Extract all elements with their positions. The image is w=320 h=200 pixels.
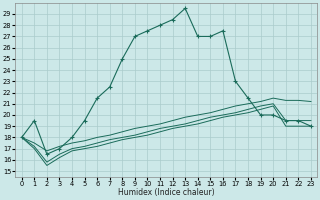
X-axis label: Humidex (Indice chaleur): Humidex (Indice chaleur) [118,188,215,197]
